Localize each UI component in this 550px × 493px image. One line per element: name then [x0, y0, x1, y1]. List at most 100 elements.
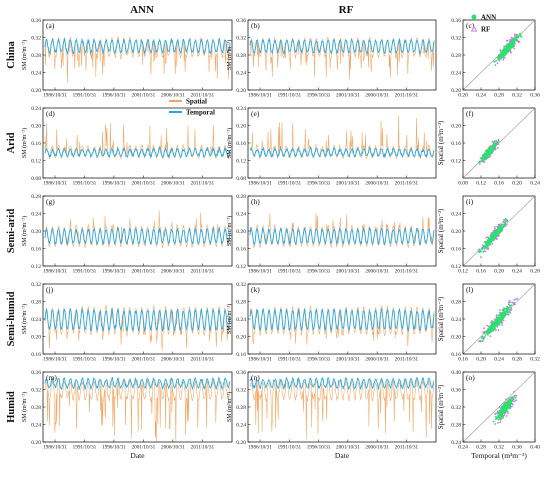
xtick-label-ann-arid: 1996/10/31	[102, 181, 126, 187]
scatter-point-ann-humid	[500, 411, 503, 414]
ytick-label-rf-china: 0.32	[236, 36, 246, 42]
scatter-point-ann-semi-arid	[490, 239, 493, 242]
xtick-label-ann-semi-arid: 1996/10/31	[102, 269, 126, 275]
ytick-label-rf-semi-arid: 0.12	[236, 264, 246, 270]
scatter-point-rf-semi-arid	[493, 226, 496, 228]
scatter-ylabel-semi-arid: Spatial (m³m⁻³)	[437, 208, 445, 253]
scatter-point-rf-semi-humid	[496, 314, 498, 317]
scatter-point-rf-humid	[496, 412, 499, 414]
ytick-label-rf-china: 0.20	[236, 88, 246, 94]
scatter-point-rf-humid	[494, 412, 497, 415]
sxtick-label-scatter-humid: 0.28	[476, 445, 486, 451]
scatter-point-ann-semi-arid	[500, 223, 503, 226]
ytick-label-ann-semi-arid: 0.12	[31, 264, 41, 270]
scatter-point-ann-semi-humid	[488, 330, 490, 332]
scatter-point-rf-semi-humid	[516, 298, 519, 300]
scatter-point-ann-humid	[495, 418, 497, 421]
ytick-label-ann-arid: 0.24	[31, 106, 41, 112]
xtick-label-ann-semi-humid: 1986/10/31	[43, 357, 67, 363]
scatter-point-rf-arid	[489, 156, 491, 158]
scatter-point-ann-semi-arid	[497, 231, 500, 234]
xtick-label-rf-china: 1986/10/31	[248, 93, 272, 99]
ytick-label-ann-humid: 0.24	[31, 423, 41, 429]
scatter-point-ann-semi-arid	[490, 232, 493, 235]
xtick-label-rf-humid: 1991/10/31	[277, 445, 301, 451]
scatter-point-ann-humid	[501, 411, 504, 414]
ytick-label-rf-humid: 0.32	[236, 388, 246, 394]
scatter-point-ann-arid	[486, 148, 489, 151]
sytick-label-scatter-semi-arid: 0.16	[451, 247, 461, 253]
scatter-point-rf-semi-arid	[485, 236, 488, 239]
scatter-point-ann-arid	[489, 151, 492, 154]
scatter-point-ann-china	[519, 34, 522, 37]
scatter-point-ann-semi-humid	[488, 332, 491, 335]
scatter-point-rf-humid	[505, 398, 507, 401]
scatter-point-rf-semi-arid	[492, 230, 495, 232]
sxtick-label-scatter-china: 0.36	[530, 93, 540, 99]
scatter-point-ann-semi-arid	[480, 250, 482, 253]
sxtick-label-scatter-humid: 0.40	[530, 445, 540, 451]
ytick-label-rf-arid: 0.16	[236, 141, 246, 147]
identity-line-arid	[462, 107, 536, 179]
xtick-label-ann-china: 2011/10/31	[191, 93, 215, 99]
scatter-point-ann-china	[508, 46, 510, 49]
ytick-label-rf-arid: 0.24	[236, 106, 246, 112]
xtick-label-ann-china: 1991/10/31	[73, 93, 97, 99]
scatter-point-ann-semi-humid	[481, 340, 484, 342]
panel-label-scatter-china: (c)	[466, 21, 475, 30]
xtick-label-ann-semi-arid: 1986/10/31	[43, 269, 67, 275]
scatter-point-ann-semi-humid	[503, 315, 506, 318]
ytick-label-ann-humid: 0.28	[31, 405, 41, 411]
scatter-point-rf-humid	[513, 390, 515, 393]
series-temporal-rf-humid	[249, 376, 435, 390]
scatter-point-rf-arid	[497, 140, 500, 143]
scatter-point-rf-semi-humid	[513, 301, 515, 304]
sytick-label-scatter-semi-humid: 0.16	[451, 352, 461, 358]
scatter-point-ann-china	[503, 49, 506, 52]
scatter-point-ann-arid	[484, 150, 487, 153]
scatter-point-rf-semi-humid	[514, 303, 516, 306]
sxtick-label-scatter-arid: 0.16	[494, 181, 504, 187]
scatter-ann-semi-humid	[480, 301, 514, 343]
scatter-point-ann-semi-humid	[504, 307, 507, 310]
scatter-point-rf-humid	[505, 415, 508, 417]
scatter-point-ann-humid	[509, 407, 511, 410]
scatter-point-ann-arid	[478, 161, 481, 164]
scatter-point-ann-semi-humid	[499, 319, 501, 322]
ytick-label-rf-semi-humid: 0.24	[236, 317, 246, 323]
scatter-point-ann-humid	[508, 405, 511, 408]
scatter-point-ann-semi-arid	[500, 229, 503, 232]
ytick-label-ann-semi-arid: 0.20	[31, 229, 41, 235]
ylabel-rf-arid: SM (m³m⁻³)	[226, 128, 233, 158]
ytick-label-rf-semi-arid: 0.24	[236, 212, 246, 218]
sxtick-label-scatter-humid: 0.32	[494, 445, 504, 451]
xtick-label-rf-humid: 2006/10/31	[365, 445, 389, 451]
scatter-point-rf-semi-humid	[508, 299, 511, 302]
xtick-label-rf-semi-arid: 1986/10/31	[248, 269, 272, 275]
region-label-semi-humid: Semi-humid	[6, 291, 17, 346]
xtick-label-ann-semi-arid: 1991/10/31	[73, 269, 97, 275]
scatter-point-ann-semi-humid	[499, 316, 502, 319]
legend-spatial-label: Spatial	[186, 98, 207, 106]
scatter-point-ann-semi-arid	[483, 247, 486, 250]
scatter-point-ann-semi-humid	[501, 318, 504, 320]
ytick-label-ann-semi-arid: 0.24	[31, 212, 41, 218]
scatter-point-rf-arid	[497, 143, 500, 146]
ytick-label-rf-semi-arid: 0.20	[236, 229, 246, 235]
scatter-point-ann-arid	[495, 140, 497, 142]
panel-label-rf-semi-arid: (h)	[251, 197, 260, 206]
panel-label-rf-humid: (n)	[251, 373, 260, 382]
ytick-label-ann-china: 0.24	[31, 71, 41, 77]
scatter-point-ann-humid	[506, 403, 509, 406]
ytick-label-rf-semi-arid: 0.16	[236, 247, 246, 253]
series-spatial-rf-china	[249, 36, 435, 80]
ytick-label-ann-china: 0.28	[31, 53, 41, 59]
scatter-point-ann-arid	[484, 154, 487, 157]
panel-ann-arid	[42, 107, 233, 179]
series-temporal-rf-semi-arid	[249, 226, 435, 247]
legend-rf-marker	[470, 25, 478, 32]
scatter-point-ann-semi-arid	[494, 235, 497, 238]
panel-label-ann-china: (a)	[46, 21, 55, 30]
sytick-label-scatter-china: 0.36	[451, 18, 461, 24]
scatter-point-ann-semi-humid	[481, 335, 484, 338]
